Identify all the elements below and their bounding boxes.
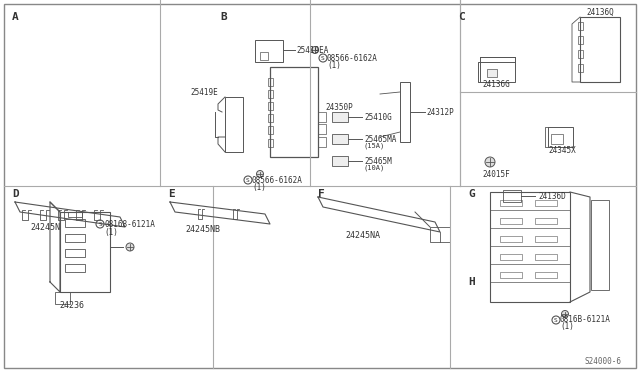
Text: F: F: [318, 189, 324, 199]
Bar: [535, 272, 557, 278]
Text: C: C: [458, 12, 465, 22]
Text: 08168-6121A: 08168-6121A: [104, 219, 155, 228]
Bar: [578, 22, 583, 30]
Bar: [225, 97, 243, 152]
Bar: [260, 52, 268, 60]
Bar: [318, 137, 326, 147]
Text: 24245N: 24245N: [30, 222, 60, 231]
Text: 24136G: 24136G: [482, 80, 509, 89]
Text: H: H: [468, 277, 475, 287]
Text: 25465MA: 25465MA: [364, 135, 396, 144]
Bar: [535, 254, 557, 260]
Text: S24000-6: S24000-6: [585, 357, 622, 366]
Text: 24136Q: 24136Q: [586, 7, 614, 16]
Text: G: G: [468, 189, 475, 199]
Text: (15A): (15A): [364, 143, 385, 149]
Bar: [535, 236, 557, 242]
Bar: [268, 90, 273, 98]
Text: S: S: [321, 55, 325, 61]
Text: B: B: [220, 12, 227, 22]
Bar: [270, 67, 318, 157]
Bar: [400, 82, 410, 142]
Text: 24236: 24236: [60, 301, 84, 310]
Bar: [551, 134, 563, 144]
Bar: [487, 69, 497, 77]
Bar: [578, 36, 583, 44]
Text: 25419E: 25419E: [190, 87, 218, 96]
Text: 24245NA: 24245NA: [345, 231, 380, 240]
Bar: [580, 17, 620, 82]
Bar: [68, 212, 82, 217]
Text: (1): (1): [104, 228, 118, 237]
Bar: [503, 190, 521, 202]
Bar: [591, 200, 609, 290]
Text: 24136D: 24136D: [538, 192, 566, 201]
Text: E: E: [168, 189, 175, 199]
Bar: [332, 156, 348, 166]
Bar: [500, 200, 522, 206]
Bar: [500, 218, 522, 224]
Bar: [65, 249, 85, 257]
Text: 08566-6162A: 08566-6162A: [327, 54, 378, 62]
Text: S: S: [98, 221, 102, 227]
Text: 0816B-6121A: 0816B-6121A: [560, 315, 611, 324]
Bar: [268, 139, 273, 147]
Bar: [500, 272, 522, 278]
Bar: [60, 212, 110, 292]
Text: 24350P: 24350P: [325, 103, 353, 112]
Bar: [535, 200, 557, 206]
Circle shape: [312, 46, 319, 54]
Bar: [332, 134, 348, 144]
Bar: [578, 64, 583, 72]
Bar: [268, 126, 273, 134]
Bar: [535, 218, 557, 224]
Bar: [500, 254, 522, 260]
Text: S: S: [246, 177, 250, 183]
Bar: [548, 127, 573, 147]
Bar: [65, 234, 85, 242]
Bar: [332, 112, 348, 122]
Text: 25410G: 25410G: [364, 112, 392, 122]
Circle shape: [126, 243, 134, 251]
Bar: [430, 227, 450, 242]
Text: 24312P: 24312P: [426, 108, 454, 116]
Bar: [578, 50, 583, 58]
Bar: [318, 112, 326, 122]
Bar: [65, 264, 85, 272]
Bar: [480, 57, 515, 82]
Bar: [65, 219, 85, 227]
Text: 08566-6162A: 08566-6162A: [252, 176, 303, 185]
Text: A: A: [12, 12, 19, 22]
Text: S: S: [554, 317, 558, 323]
Circle shape: [257, 170, 264, 177]
Bar: [268, 78, 273, 86]
Text: 25465M: 25465M: [364, 157, 392, 166]
Bar: [268, 114, 273, 122]
Text: 24245NB: 24245NB: [185, 224, 220, 234]
Circle shape: [485, 157, 495, 167]
Bar: [490, 192, 570, 302]
Text: D: D: [12, 189, 19, 199]
Text: 24345X: 24345X: [548, 145, 576, 154]
Bar: [255, 40, 283, 62]
Text: (1): (1): [252, 183, 266, 192]
Circle shape: [561, 311, 568, 317]
Bar: [500, 236, 522, 242]
Bar: [318, 124, 326, 134]
Text: 25419EA: 25419EA: [296, 45, 328, 55]
Text: (10A): (10A): [364, 165, 385, 171]
Text: (1): (1): [327, 61, 341, 70]
Bar: [268, 102, 273, 110]
Text: 24015F: 24015F: [482, 170, 509, 179]
Text: (1): (1): [560, 323, 574, 331]
Bar: [55, 292, 70, 304]
